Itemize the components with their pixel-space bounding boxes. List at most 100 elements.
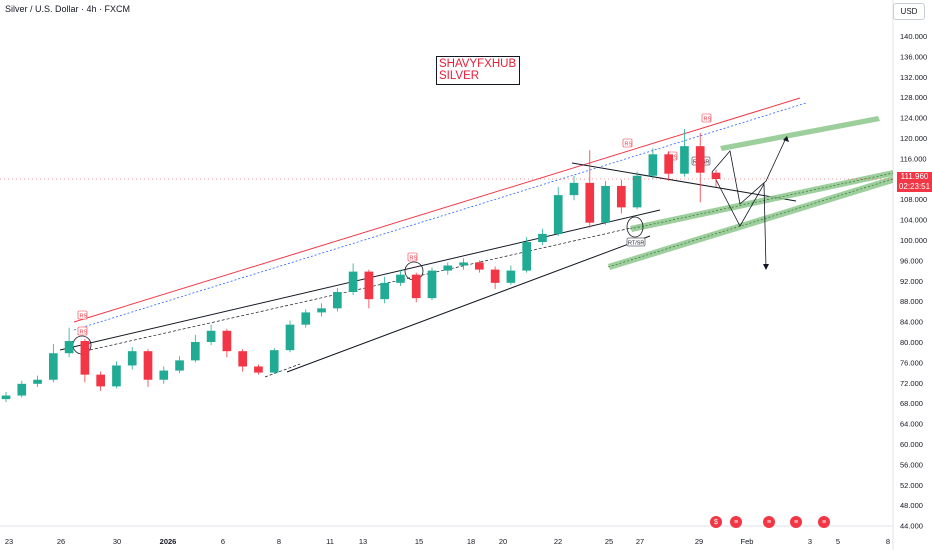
candle-body: [80, 340, 90, 375]
candle-body: [695, 146, 705, 173]
svg-text:RS: RS: [80, 330, 88, 336]
candle-body: [616, 185, 626, 208]
candle-body: [664, 154, 674, 174]
candle-body: [648, 154, 658, 176]
time-tick-label: Feb: [741, 537, 754, 546]
flag-event-icon[interactable]: ≡: [730, 516, 742, 528]
time-tick-label: 8: [886, 537, 890, 546]
time-tick-label: 29: [695, 537, 703, 546]
flag-event-icon[interactable]: ≡: [818, 516, 830, 528]
candle: [648, 148, 658, 179]
candles-layer: [0, 128, 893, 403]
candle: [459, 258, 468, 270]
candle-body: [522, 242, 532, 271]
time-tick-label: 13: [359, 537, 367, 546]
price-tick-label: 48.000: [900, 501, 923, 510]
candle: [254, 364, 263, 375]
lower-trendline: [286, 235, 651, 373]
candle: [1, 391, 11, 403]
time-tick-label: 5: [836, 537, 840, 546]
time-axis[interactable]: 23 26 30 2026 6 8 11 13 15 18 20 22 25 27 29 Feb 3 5 8: [5, 537, 890, 546]
last-price-tag: 111.960 02:23:51: [897, 172, 932, 192]
price-tick-label: 100.000: [900, 236, 927, 245]
svg-text:RT/SR: RT/SR: [628, 241, 644, 247]
dividend-event-icon[interactable]: $: [710, 516, 722, 528]
candle-body: [711, 172, 721, 180]
triangle-upper-line: [571, 162, 797, 202]
time-tick-label: 15: [415, 537, 423, 546]
candle-body: [680, 146, 689, 174]
price-tick-label: 104.000: [900, 216, 927, 225]
svg-text:RS: RS: [670, 155, 678, 161]
candle-body: [206, 330, 216, 342]
candle-body: [585, 182, 595, 223]
candle-body: [254, 366, 263, 373]
time-tick-label: 30: [113, 537, 121, 546]
price-tick-label: 136.000: [900, 52, 927, 61]
flag-event-icon[interactable]: ≡: [763, 516, 775, 528]
candle: [680, 128, 689, 177]
price-axis[interactable]: 140.000 136.000 132.000 128.000 124.000 120.0…: [900, 32, 927, 531]
candle: [317, 303, 326, 317]
candle-body: [222, 330, 232, 352]
time-tick-label: 18: [467, 537, 475, 546]
currency-button[interactable]: USD: [893, 3, 925, 20]
candle-body: [64, 340, 74, 354]
projection-path-1: [711, 137, 787, 205]
touch-circle-3: [626, 216, 644, 238]
candle: [553, 186, 563, 236]
candle: [601, 180, 610, 225]
candle-body: [112, 365, 121, 387]
price-tick-label: 68.000: [900, 399, 923, 408]
price-tick-label: 76.000: [900, 358, 923, 367]
svg-text:RS: RS: [625, 142, 633, 148]
chart-drawings: [59, 97, 894, 378]
price-tick-label: 132.000: [900, 73, 927, 82]
candle: [506, 265, 516, 285]
rs-label: RS: [622, 138, 633, 148]
symbol-title[interactable]: Silver / U.S. Dollar · 4h · FXCM: [5, 4, 131, 14]
time-tick-label: 6: [221, 537, 225, 546]
candle: [396, 269, 405, 286]
candle: [632, 171, 642, 210]
candle-body: [143, 351, 153, 380]
candle: [127, 347, 137, 370]
candle: [364, 269, 374, 309]
price-tick-label: 128.000: [900, 93, 927, 102]
price-tick-label: 96.000: [900, 256, 923, 265]
candle: [711, 169, 721, 187]
time-tick-label: 8: [277, 537, 281, 546]
flag-event-icon[interactable]: ≡: [790, 516, 802, 528]
candle: [616, 179, 626, 214]
candle-body: [48, 353, 58, 380]
candle-body: [553, 195, 563, 234]
rs-label: RS: [407, 252, 417, 262]
candle: [348, 263, 358, 296]
candle-body: [127, 351, 137, 366]
candle: [48, 344, 58, 383]
candle: [522, 236, 532, 273]
candle: [380, 276, 390, 304]
candle: [238, 349, 248, 372]
candle: [80, 338, 90, 383]
candle-body: [474, 262, 484, 270]
price-tick-label: 44.000: [900, 522, 923, 531]
rs-label: RS: [701, 113, 711, 123]
time-tick-label: 27: [636, 537, 644, 546]
author-watermark: SHAVYFXHUB SILVER: [436, 56, 521, 85]
candle: [285, 320, 295, 353]
candle: [33, 375, 42, 387]
time-tick-label: 3: [808, 537, 812, 546]
last-price-value: 111.960: [900, 172, 929, 181]
candle: [269, 348, 279, 374]
candle-body: [427, 270, 437, 299]
middle-green-zone: [630, 170, 893, 232]
candle: [474, 260, 484, 273]
candle-body: [411, 274, 421, 299]
time-tick-label: 2026: [160, 537, 177, 546]
price-tick-label: 84.000: [900, 318, 923, 327]
price-tick-label: 116.000: [900, 154, 927, 163]
candle: [664, 151, 674, 181]
countdown: 02:23:51: [898, 182, 931, 191]
